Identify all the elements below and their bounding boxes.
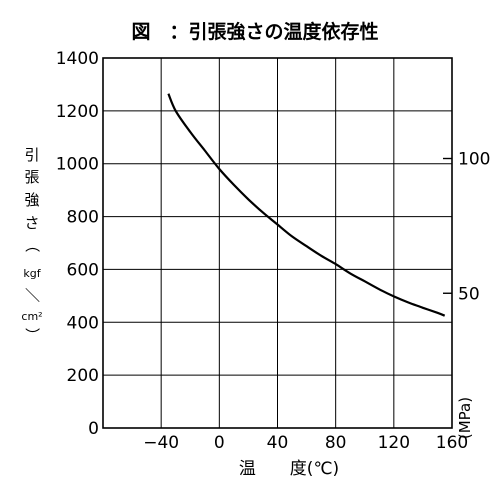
x-tick-label: 40	[267, 433, 289, 453]
y-axis-label: 引張強さ （ kgf ／ cm² ）	[21, 146, 42, 343]
right-axis-label: (MPa)	[456, 397, 474, 439]
x-axis-tick-labels: −40 0 40 80 120 160	[143, 433, 468, 453]
y-axis-label-char: 強	[24, 191, 39, 209]
y-axis-tick-labels: 0 200 400 600 800 1000 1200 1400	[56, 49, 99, 439]
x-tick-label: 0	[214, 433, 225, 453]
y-tick-label: 200	[67, 366, 99, 386]
y-axis-label-char: （	[23, 237, 41, 252]
x-tick-label: 160	[436, 433, 468, 453]
axes	[102, 57, 453, 429]
right-axis-ticks: 50 100	[443, 150, 490, 304]
right-axis-tick-label: 100	[458, 150, 490, 170]
x-tick-label: 80	[325, 433, 347, 453]
y-tick-label: 600	[67, 260, 99, 280]
y-axis-label-char: cm²	[21, 310, 42, 323]
x-tick-label: 120	[378, 433, 410, 453]
grid-lines	[103, 57, 453, 429]
tensile-strength-curve	[167, 93, 446, 317]
y-tick-label: 800	[67, 208, 99, 228]
y-axis-label-char: ／	[23, 287, 41, 302]
y-axis-label-char: 張	[24, 168, 39, 186]
y-axis-label-char: 引	[24, 146, 39, 164]
y-tick-label: 1000	[56, 155, 99, 175]
plot-frame	[102, 57, 453, 429]
chart-title: 図 ：引張強さの温度依存性	[131, 20, 378, 43]
y-tick-label: 400	[67, 313, 99, 333]
y-axis-label-char: kgf	[23, 267, 41, 280]
x-axis-label: 温 度(℃)	[239, 459, 339, 479]
y-axis-label-char: ）	[23, 327, 41, 342]
y-axis-label-char: さ	[24, 214, 39, 232]
y-tick-label: 1400	[56, 49, 99, 69]
x-tick-label: −40	[143, 433, 179, 453]
y-tick-label: 0	[88, 419, 99, 439]
y-tick-label: 1200	[56, 102, 99, 122]
right-axis-tick-label: 50	[458, 284, 480, 304]
